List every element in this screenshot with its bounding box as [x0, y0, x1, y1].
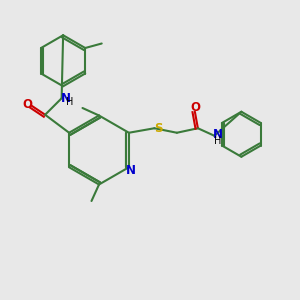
Text: O: O [22, 98, 32, 111]
Text: N: N [213, 128, 223, 141]
Text: H: H [214, 136, 222, 146]
Text: O: O [190, 101, 200, 114]
Text: S: S [154, 122, 162, 135]
Text: N: N [125, 164, 135, 177]
Text: N: N [61, 92, 71, 105]
Text: H: H [66, 97, 74, 107]
